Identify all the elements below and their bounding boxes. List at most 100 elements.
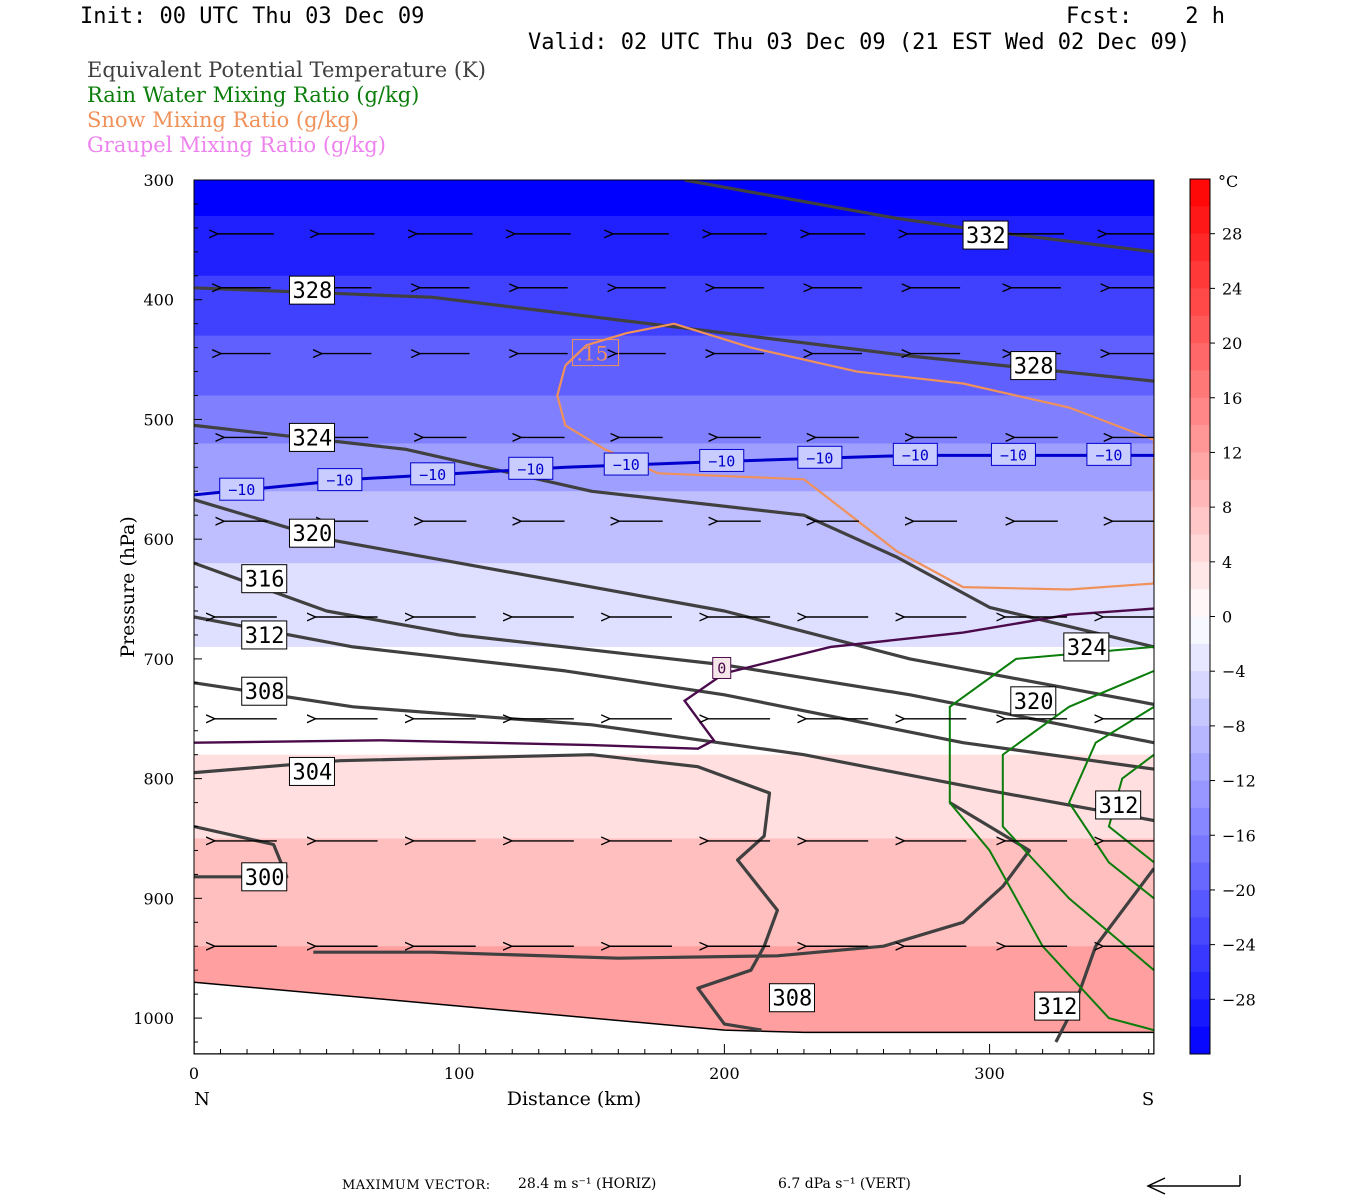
snow-label: .15	[577, 342, 609, 366]
isotherm-label-box	[219, 477, 265, 501]
isotherm-zero-label: 0	[717, 659, 726, 677]
init-time: Init: 00 UTC Thu 03 Dec 09	[80, 4, 425, 29]
temperature-band	[194, 874, 1154, 887]
temperature-band	[194, 898, 1154, 911]
temperature-band	[194, 180, 1154, 193]
theta-e-contour	[313, 801, 1031, 960]
colorbar: °C 28 24 20 16 12 8 4 0 −4 −8 −12 −16 −20 −24 −28	[1189, 172, 1256, 1055]
colorbar-segment	[1190, 343, 1210, 371]
colorbar-segment	[1190, 862, 1210, 891]
colorbar-segment	[1190, 835, 1210, 864]
theta-e-label-box	[241, 862, 288, 892]
theta-e-label: 300	[245, 866, 285, 891]
isotherm-label-box	[410, 462, 456, 486]
colorbar-tick-label: 8	[1222, 498, 1232, 517]
y-tick-label: 700	[143, 650, 174, 669]
forecast-hour: Fcst: 2 h	[1066, 4, 1225, 29]
temperature-band	[194, 335, 1154, 349]
theta-e-label-box	[1010, 686, 1057, 716]
colorbar-segment	[1190, 452, 1210, 481]
temperature-band	[194, 826, 1154, 840]
ground	[194, 981, 1154, 1054]
theta-e-label: 324	[292, 426, 332, 451]
temperature-band	[194, 814, 1154, 828]
wind-vectors	[215, 234, 1154, 946]
isotherm-label: −10	[1095, 446, 1122, 464]
max-vector-vert: 6.7 dPa s⁻¹ (VERT)	[778, 1176, 911, 1192]
isotherm-zero-box	[712, 656, 732, 679]
legend-entry: Snow Mixing Ratio (g/kg)	[87, 108, 359, 132]
temperature-band	[194, 982, 1154, 995]
colorbar-segment	[1190, 753, 1210, 782]
colorbar-segment	[1190, 233, 1210, 262]
colorbar-segment	[1190, 807, 1210, 836]
temperature-band	[194, 622, 1154, 636]
x-tick-label: 300	[974, 1064, 1005, 1083]
theta-e-label: 328	[1014, 355, 1054, 380]
isotherm-label-box	[990, 442, 1036, 466]
theta-e-label-box	[768, 983, 815, 1013]
colorbar-tick-label: 16	[1222, 389, 1242, 408]
temperature-band	[194, 227, 1154, 241]
y-axis-title: Pressure (hPa)	[117, 516, 139, 658]
theta-e-label-box	[241, 620, 288, 650]
temperature-band	[194, 239, 1154, 253]
rain-contour	[948, 645, 1154, 1032]
temperature-band	[194, 886, 1154, 899]
isotherm-label: −10	[613, 456, 640, 474]
temperature-field	[194, 180, 1154, 1054]
colorbar-segment	[1190, 999, 1210, 1028]
temperature-band	[194, 790, 1154, 804]
legend-entry: Rain Water Mixing Ratio (g/kg)	[87, 83, 419, 107]
colorbar-segment	[1190, 944, 1210, 973]
colorbar-tick-label: −20	[1222, 881, 1256, 900]
colorbar-segment	[1190, 917, 1210, 946]
y-tick-label: 1000	[133, 1009, 174, 1028]
rain-contours	[948, 645, 1154, 1032]
temperature-band	[194, 682, 1154, 696]
temperature-band	[194, 407, 1154, 421]
colorbar-segment	[1190, 589, 1210, 617]
temperature-band	[194, 706, 1154, 720]
temperature-band	[194, 491, 1154, 504]
colorbar-segment	[1190, 534, 1210, 563]
colorbar-segment	[1190, 698, 1210, 727]
temperature-band	[194, 191, 1154, 205]
axes: 300 400 500 600 700 800 900 1000 0 100 200 300 N S Dis…	[117, 171, 1154, 1110]
theta-e-label: 308	[772, 987, 812, 1012]
temperature-band	[194, 802, 1154, 816]
colorbar-tick-label: −4	[1222, 662, 1246, 681]
y-tick-label: 900	[143, 889, 174, 908]
theta-e-label-box	[1095, 790, 1142, 820]
colorbar-tick-label: −24	[1222, 936, 1256, 955]
temperature-band	[194, 359, 1154, 373]
temperature-band	[194, 563, 1154, 576]
temperature-band	[194, 575, 1154, 588]
theta-e-label: 332	[966, 224, 1006, 249]
legend-entry: Equivalent Potential Temperature (K)	[87, 58, 486, 82]
colorbar-segment	[1190, 671, 1210, 700]
legend: Equivalent Potential Temperature (K)Rain…	[87, 58, 486, 157]
theta-e-label: 312	[245, 624, 285, 649]
theta-e-label: 324	[1067, 636, 1107, 661]
theta-e-label-box	[1034, 991, 1081, 1021]
rain-contour	[1001, 669, 1154, 971]
isotherm-label-box	[603, 452, 649, 476]
max-vector-arrow-icon	[1146, 1175, 1241, 1195]
theta-e-label: 316	[245, 568, 285, 593]
theta-e-label: 312	[1038, 995, 1078, 1020]
y-tick-label: 500	[143, 410, 174, 429]
temperature-band	[194, 910, 1154, 923]
temperature-band	[194, 311, 1154, 325]
theta-e-contour	[194, 561, 1154, 745]
theta-e-label: 308	[245, 680, 285, 705]
max-vector-horiz: 28.4 m s⁻¹ (HORIZ)	[518, 1176, 657, 1192]
temperature-band	[194, 946, 1154, 959]
isotherm-label: −10	[419, 466, 446, 484]
theta-e-label-box	[288, 275, 335, 305]
theta-e-label-box	[288, 756, 335, 786]
x-end-label-south: S	[1142, 1089, 1154, 1110]
colorbar-segment	[1190, 507, 1210, 535]
isotherm-label: −10	[806, 449, 833, 467]
